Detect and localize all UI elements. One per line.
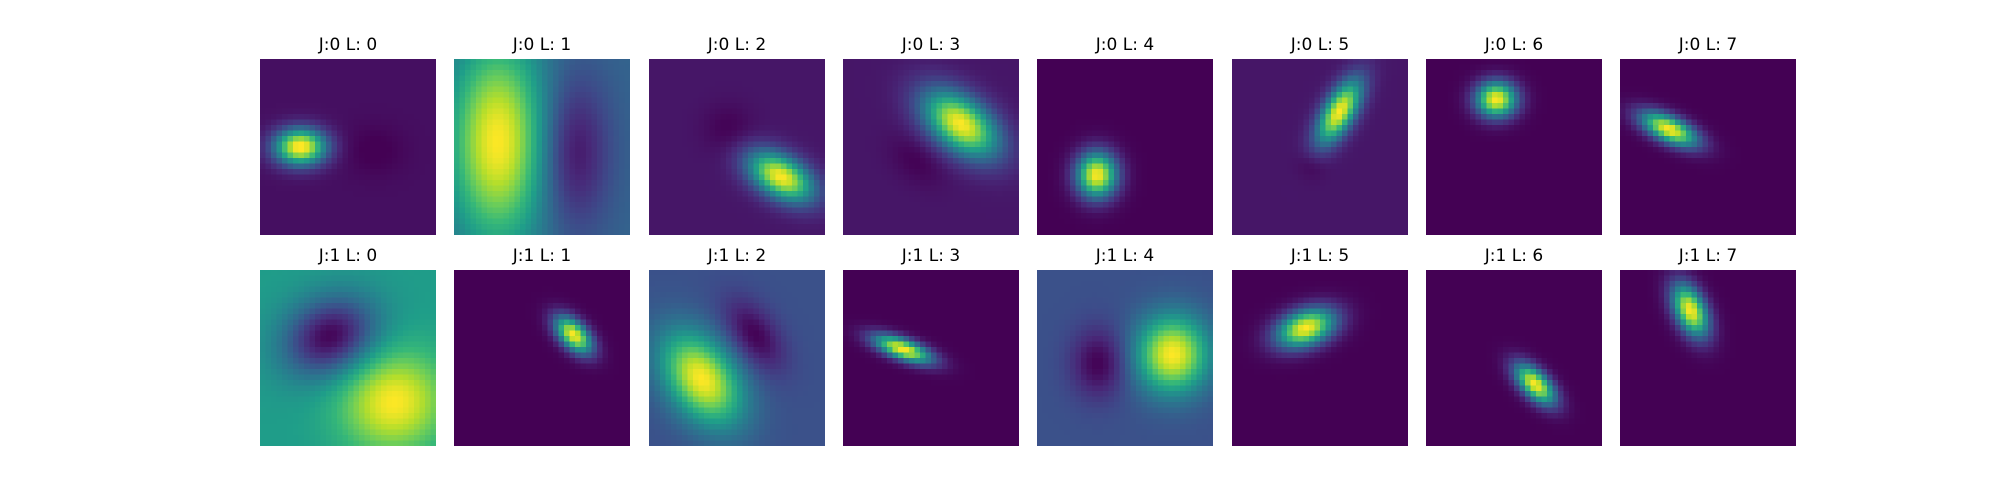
panel-title: J:1 L: 4 [1095,246,1154,266]
panel-title: J:0 L: 3 [901,35,960,55]
filter-heatmap [454,59,630,235]
filter-heatmap [843,59,1019,235]
filter-heatmap [1037,59,1213,235]
filter-panel: J:1 L: 5 [1232,246,1408,446]
panel-title: J:0 L: 5 [1290,35,1349,55]
panel-title: J:1 L: 3 [901,246,960,266]
filter-heatmap [1426,270,1602,446]
panel-title: J:1 L: 5 [1290,246,1349,266]
filter-panel: J:1 L: 3 [843,246,1019,446]
panel-title: J:0 L: 7 [1678,35,1737,55]
filter-panel: J:1 L: 1 [454,246,630,446]
filter-panel: J:0 L: 2 [649,35,825,235]
filter-heatmap [1620,270,1796,446]
filter-heatmap [1426,59,1602,235]
panel-title: J:0 L: 6 [1484,35,1543,55]
panel-title: J:1 L: 0 [318,246,377,266]
filter-panel: J:0 L: 7 [1620,35,1796,235]
panel-title: J:1 L: 6 [1484,246,1543,266]
filter-panel: J:0 L: 0 [260,35,436,235]
panels-layer: J:0 L: 0 J:0 L: 1 J:0 L: 2 J:0 L: 3 J:0 L: 4… [260,35,1796,446]
filter-heatmap [649,270,825,446]
panel-title: J:0 L: 1 [512,35,571,55]
filter-heatmap [454,270,630,446]
filter-heatmap [1037,270,1213,446]
panel-title: J:1 L: 7 [1678,246,1737,266]
filter-panel: J:1 L: 6 [1426,246,1602,446]
filter-panel: J:1 L: 2 [649,246,825,446]
filter-panel: J:1 L: 4 [1037,246,1213,446]
filter-panel: J:0 L: 6 [1426,35,1602,235]
filter-heatmap [1232,59,1408,235]
filter-panel: J:0 L: 4 [1037,35,1213,235]
filter-panel: J:0 L: 3 [843,35,1019,235]
panel-title: J:0 L: 2 [707,35,766,55]
filter-heatmap [843,270,1019,446]
filter-panel: J:0 L: 1 [454,35,630,235]
filter-heatmap [260,270,436,446]
filter-panel: J:1 L: 7 [1620,246,1796,446]
filter-panel: J:1 L: 0 [260,246,436,446]
panel-title: J:1 L: 2 [707,246,766,266]
filter-heatmap [649,59,825,235]
filter-heatmap [1232,270,1408,446]
panel-title: J:0 L: 4 [1095,35,1154,55]
filter-heatmap [1620,59,1796,235]
panel-title: J:0 L: 0 [318,35,377,55]
panel-title: J:1 L: 1 [512,246,571,266]
filter-heatmap [260,59,436,235]
filter-panel: J:0 L: 5 [1232,35,1408,235]
